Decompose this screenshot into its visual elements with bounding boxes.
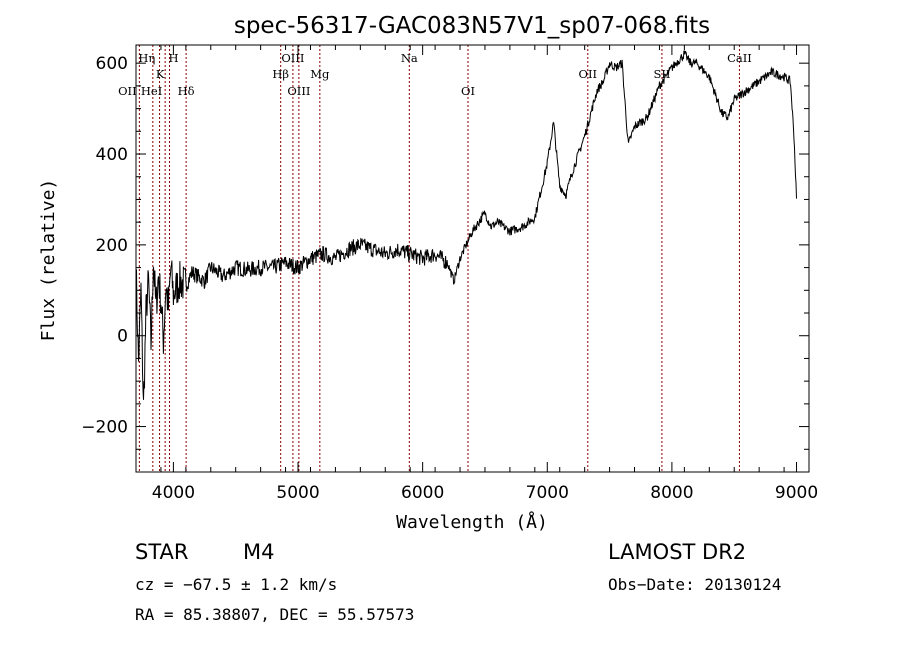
line-marker-label: Mg (310, 67, 330, 81)
line-marker-label: HeI (141, 84, 162, 98)
axes: 4000 5000 6000 7000 8000 9000 −200 0 200 400 600 (81, 45, 818, 503)
y-tick-label: −200 (81, 418, 128, 438)
coordinates: RA = 85.38807, DEC = 55.57573 (135, 605, 415, 624)
obs-date: Obs−Date: 20130124 (608, 575, 782, 594)
line-marker-label: Na (401, 51, 418, 65)
line-marker-label: K (156, 67, 165, 81)
y-tick-label: 600 (96, 54, 128, 74)
chart-title: spec-56317-GAC083N57V1_sp07-068.fits (234, 13, 710, 39)
line-marker-label: Hη (138, 51, 155, 65)
line-marker-label: Hβ (272, 67, 289, 81)
line-marker-label: Hδ (178, 84, 195, 98)
x-tick-label: 6000 (401, 483, 444, 503)
line-marker-label: H (169, 51, 179, 65)
y-tick-label: 0 (117, 327, 128, 347)
x-axis-label: Wavelength (Å) (396, 511, 548, 533)
line-marker-label: OIII (281, 51, 304, 65)
y-tick-label: 200 (96, 236, 128, 256)
survey-name: LAMOST DR2 (608, 540, 747, 564)
object-class: STAR (135, 540, 189, 564)
x-tick-label: 7000 (526, 483, 569, 503)
line-marker-label: OI (461, 84, 475, 98)
cz-value: cz = −67.5 ± 1.2 km/s (135, 575, 338, 594)
line-marker-label: SII (653, 67, 670, 81)
plot-frame (135, 44, 810, 473)
spectrum-line (135, 50, 797, 400)
x-tick-label: 9000 (775, 483, 818, 503)
y-tick-label: 400 (96, 145, 128, 165)
line-marker-label: CaII (727, 51, 752, 65)
line-marker-label: OIII (287, 84, 310, 98)
x-tick-label: 4000 (152, 483, 195, 503)
y-axis-label: Flux (relative) (38, 179, 59, 342)
line-marker-label: OII (118, 84, 137, 98)
line-marker-label: OII (579, 67, 598, 81)
x-tick-label: 8000 (650, 483, 693, 503)
subclass: M4 (243, 540, 275, 564)
x-tick-label: 5000 (276, 483, 319, 503)
